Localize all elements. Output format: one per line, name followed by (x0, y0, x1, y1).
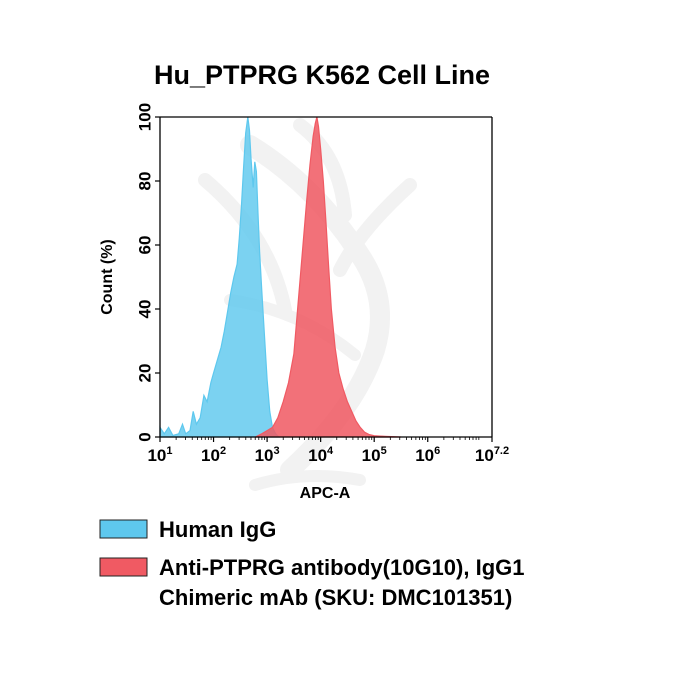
watermark-stroke-3 (333, 178, 417, 277)
legend-swatch-1 (99, 519, 148, 539)
x-tick-label-5: 106 (415, 445, 440, 465)
y-tick-label-0: 0 (135, 432, 154, 441)
histogram-series-2 (255, 116, 401, 438)
plot-area (159, 116, 401, 438)
x-tick-label-3: 104 (308, 445, 334, 465)
y-axis-label: Count (%) (99, 239, 116, 315)
y-tick-label-60: 60 (135, 236, 154, 255)
watermark-stroke-1 (293, 118, 352, 222)
chart-title: Hu_PTPRG K562 Cell Line (154, 60, 490, 90)
chart-text: 0 20 40 60 80 100 101 102 103 104 105 106 107.2 Hu_PT… (99, 60, 509, 502)
y-tick-label-20: 20 (135, 364, 154, 383)
axes (155, 116, 493, 442)
legend-swatch-2 (99, 557, 148, 577)
y-tick-label-40: 40 (135, 300, 154, 319)
x-axis-label: APC-A (300, 485, 351, 502)
histogram-series-1 (159, 116, 281, 438)
legend-label-2: Anti-PTPRG antibody(10G10), IgG1 Chimeric… (159, 555, 524, 610)
x-tick-label-0: 101 (147, 445, 172, 465)
y-tick-label-80: 80 (135, 172, 154, 191)
x-tick-label-6: 107.2 (475, 445, 509, 465)
x-tick-label-4: 105 (362, 445, 387, 465)
y-tick-label-100: 100 (135, 103, 154, 131)
x-tick-label-1: 102 (201, 445, 226, 465)
x-tick-label-2: 103 (255, 445, 280, 465)
legend: Human IgG Anti-PTPRG antibody(10G10), IgG… (99, 517, 524, 610)
watermark-stroke-5 (249, 470, 366, 491)
legend-label-1: Human IgG (159, 517, 276, 542)
